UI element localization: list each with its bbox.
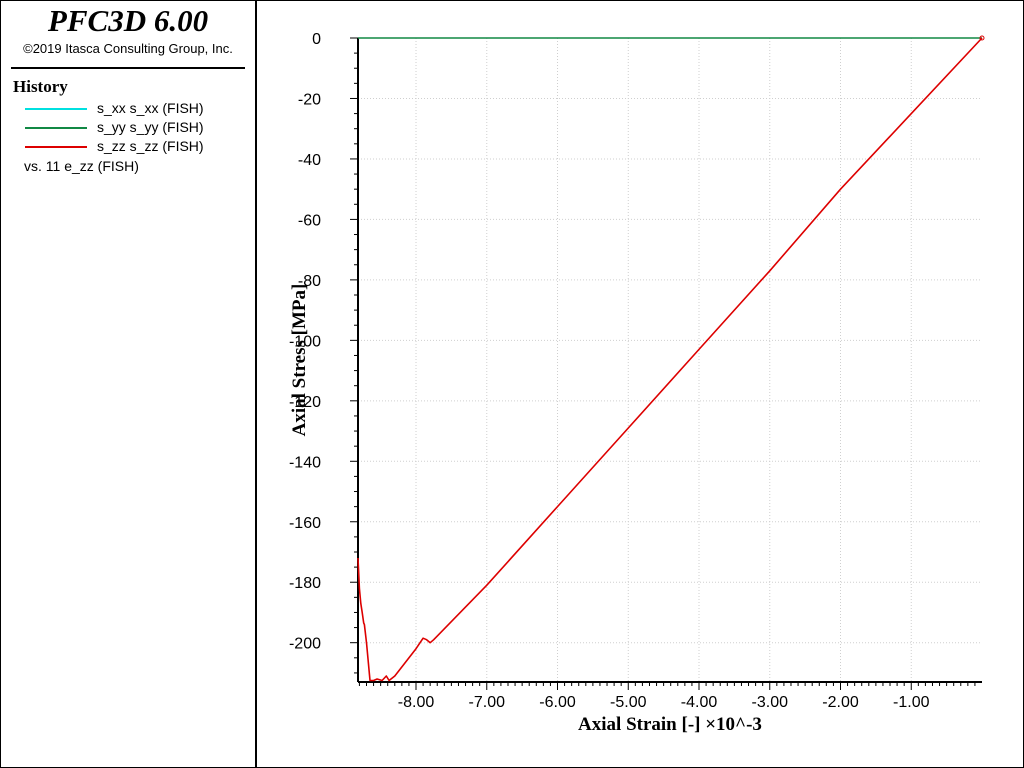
history-heading: History (13, 77, 68, 96)
y-tick-label-9: -180 (289, 575, 321, 592)
y-tick-label-4: -80 (298, 273, 321, 290)
y-axis-label: Axial Stress [MPa] (289, 284, 310, 437)
info-panel: PFC3D 6.00 ©2019 Itasca Consulting Group… (1, 1, 255, 767)
x-tick-label-6: -2.00 (822, 694, 859, 711)
series-end-marker (979, 35, 985, 41)
stress-strain-chart: 0 -20 -40 -60 -80 -100 -120 -140 -160 -180 -200 -8.… (289, 31, 985, 735)
x-tick-label-2: -6.00 (539, 694, 576, 711)
y-tick-label-1: -20 (298, 91, 321, 108)
x-tick-label-3: -5.00 (610, 694, 647, 711)
legend-label-s-zz: s_zz s_zz (FISH) (97, 138, 204, 154)
legend-label-s-xx: s_xx s_xx (FISH) (97, 100, 204, 116)
legend-label-s-yy: s_yy s_yy (FISH) (97, 119, 204, 135)
legend-swatch-s-yy (25, 127, 87, 129)
y-tick-label-5: -100 (289, 333, 321, 350)
vs-label: vs. 11 e_zz (FISH) (24, 158, 139, 174)
y-tick-label-3: -60 (298, 212, 321, 229)
x-tick-label-1: -7.00 (469, 694, 506, 711)
x-tick-label-4: -4.00 (681, 694, 718, 711)
series-line-s-zz (357, 37, 983, 682)
y-tick-label-7: -140 (289, 454, 321, 471)
x-tick-label-0: -8.00 (398, 694, 435, 711)
y-tick-label-6: -120 (289, 394, 321, 411)
y-tick-label-10: -200 (289, 636, 321, 653)
app-title: PFC3D 6.00 (47, 3, 209, 38)
x-tick-label-5: -3.00 (752, 694, 789, 711)
x-axis-label: Axial Strain [-] ×10^-3 (578, 714, 762, 735)
copyright-text: ©2019 Itasca Consulting Group, Inc. (23, 41, 233, 56)
y-tick-label-0: 0 (312, 31, 321, 48)
y-tick-label-8: -160 (289, 515, 321, 532)
legend-swatch-s-xx (25, 108, 87, 110)
title-rule (11, 67, 245, 69)
y-tick-label-2: -40 (298, 152, 321, 169)
panel-divider (255, 0, 257, 768)
x-tick-label-7: -1.00 (893, 694, 930, 711)
legend-swatch-s-zz (25, 146, 87, 148)
